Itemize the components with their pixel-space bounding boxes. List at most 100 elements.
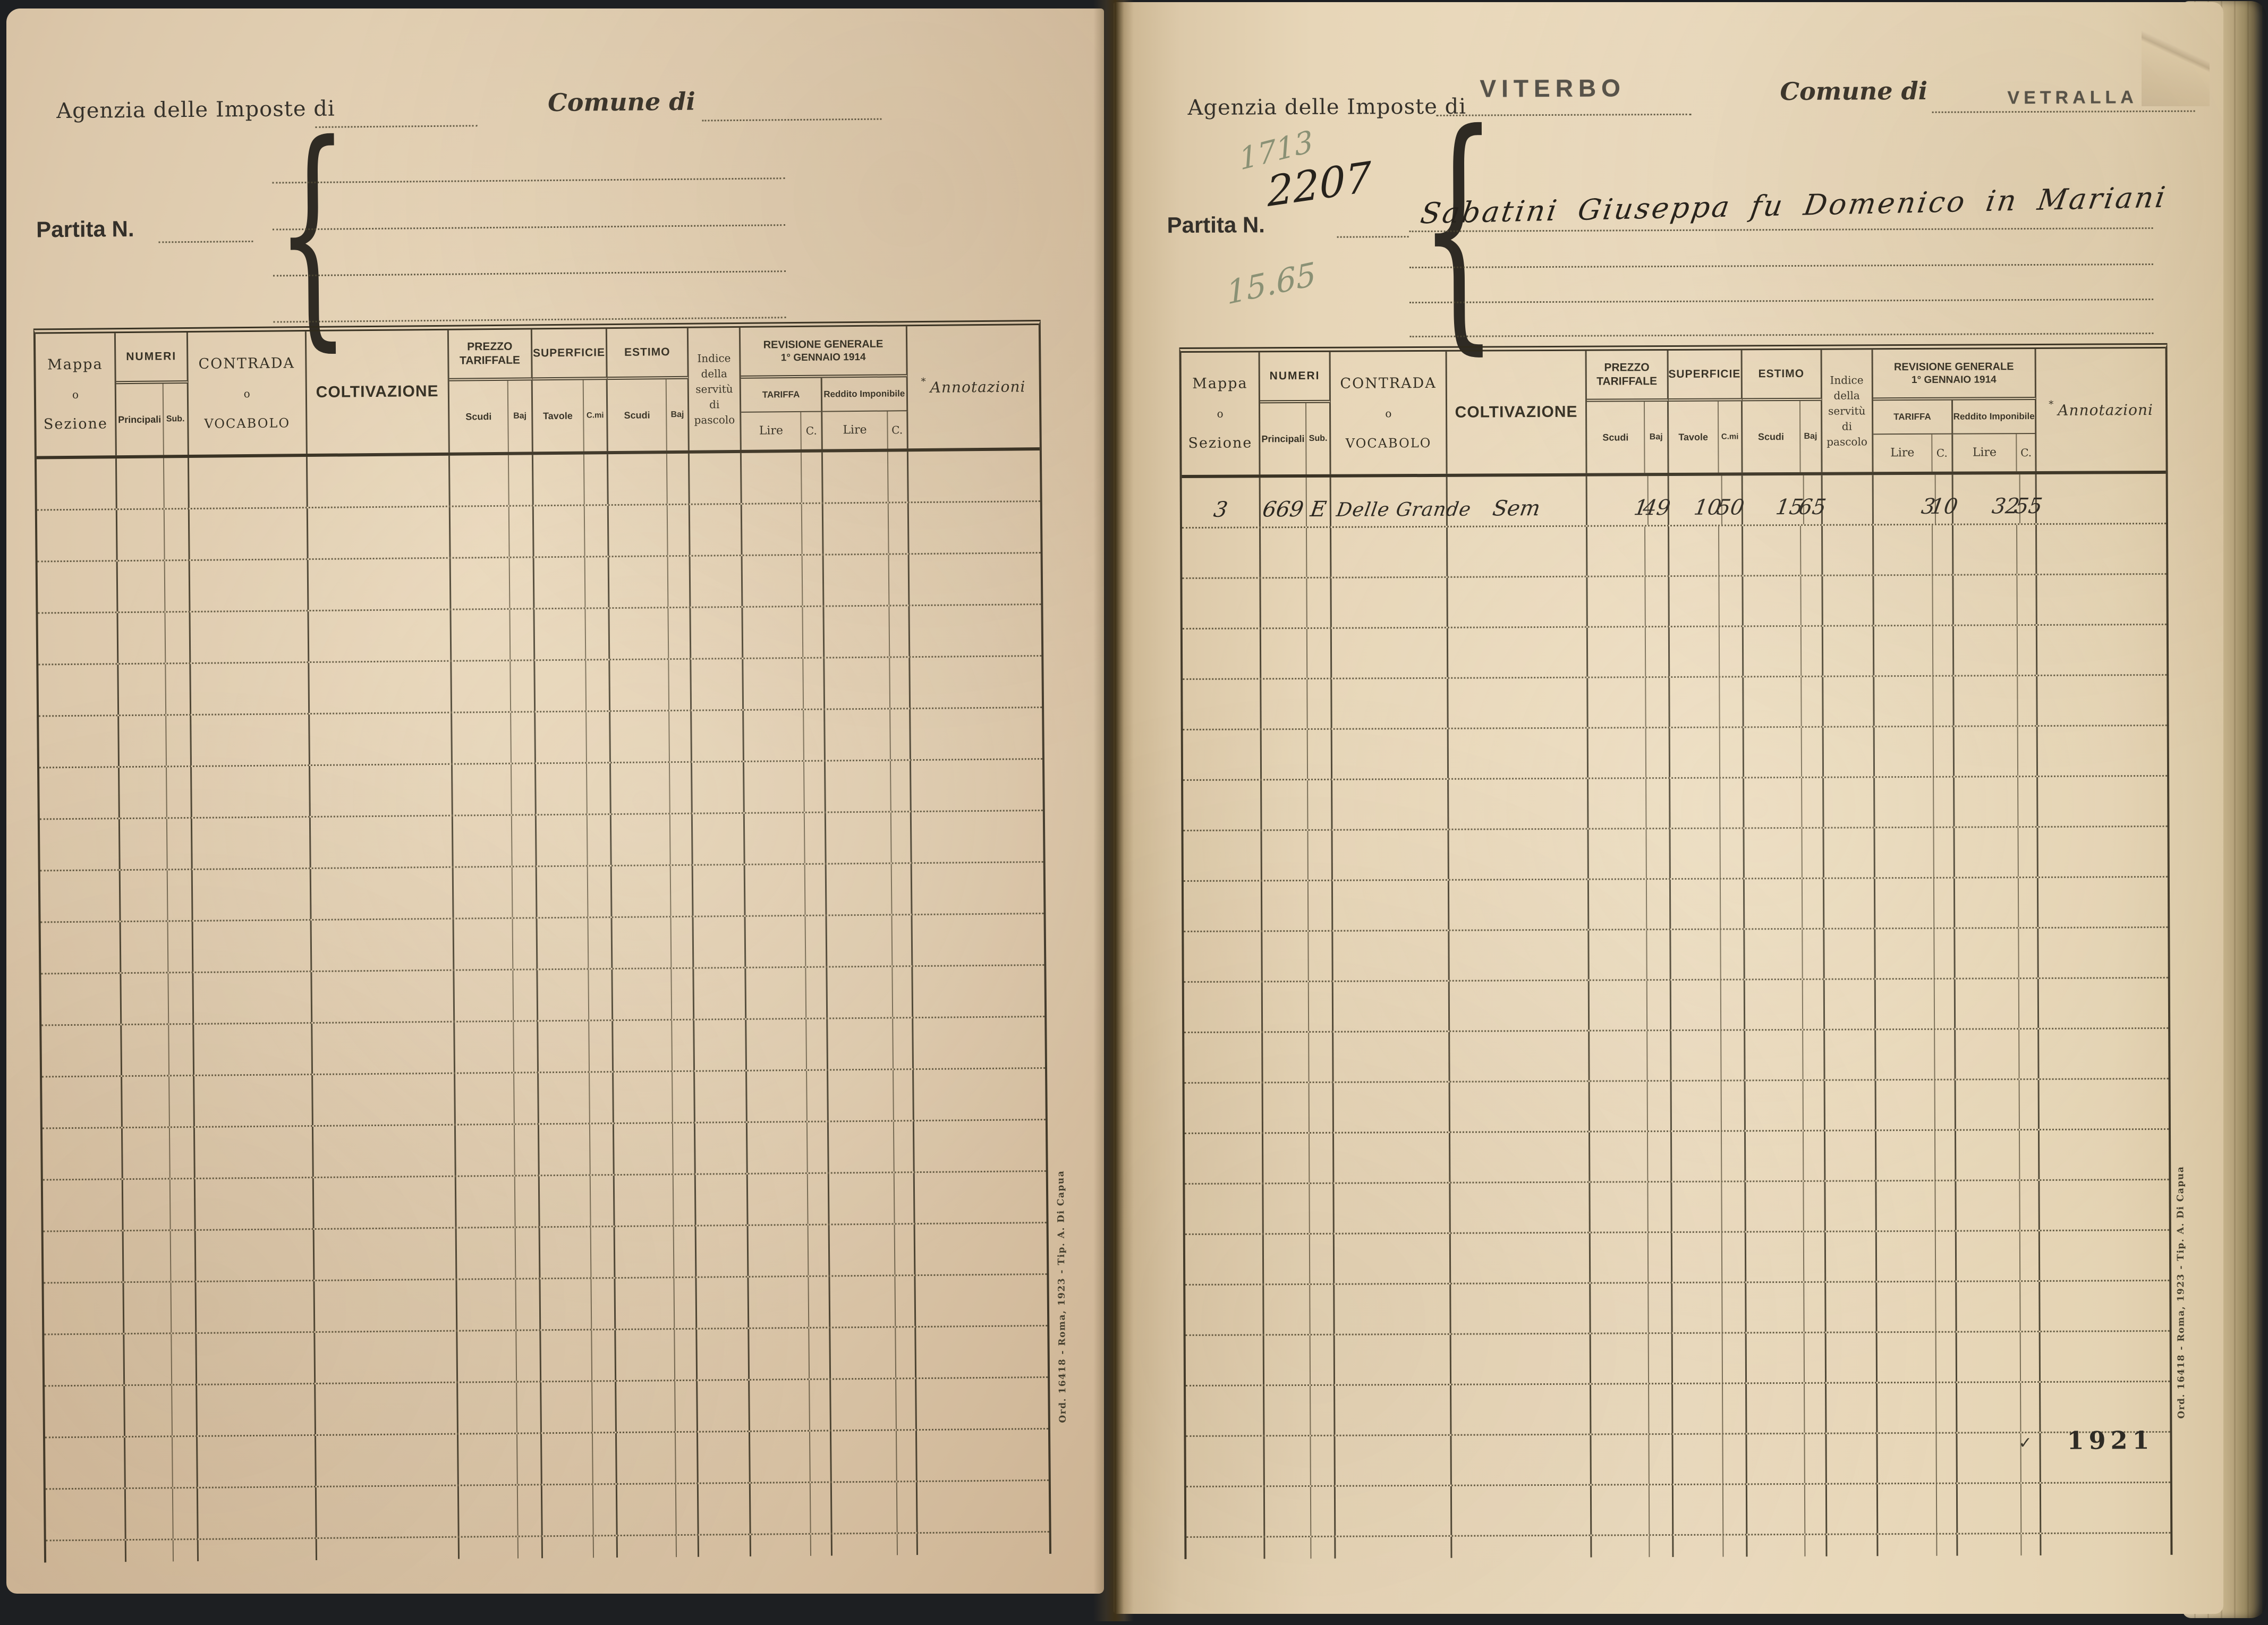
table-cell	[1933, 676, 1955, 726]
table-row	[1183, 675, 2167, 730]
col-header-revisione-generale: REVISIONE GENERALE 1° GENNAIO 1914	[741, 326, 908, 379]
table-cell	[1746, 1282, 1805, 1332]
table-cell	[693, 865, 746, 916]
table-cell	[1936, 1282, 1957, 1331]
table-cell	[511, 712, 536, 763]
table-row	[36, 450, 1040, 511]
table-cell	[915, 1223, 1047, 1274]
table-cell	[1310, 1284, 1336, 1334]
header-label: C.	[805, 424, 817, 437]
table-cell	[1824, 1030, 1876, 1079]
table-cell	[1309, 1083, 1335, 1132]
table-cell: 10	[1929, 474, 1959, 524]
header-label: servitù	[695, 382, 733, 396]
table-cell	[1310, 1335, 1336, 1384]
table-row	[1183, 726, 2168, 781]
col-header-sub: Sub.	[163, 384, 189, 455]
table-cell	[2039, 1029, 2168, 1078]
header-label: Reddito Imponibile	[823, 388, 905, 399]
table-row	[1183, 827, 2168, 882]
table-cell	[828, 1018, 894, 1069]
table-cell	[314, 1228, 457, 1280]
table-cell	[1955, 878, 2019, 928]
table-cell	[1822, 525, 1874, 575]
table-cell	[308, 558, 452, 610]
table-cell	[1673, 1535, 1724, 1557]
table-cell	[513, 918, 538, 969]
table-cell	[1823, 677, 1875, 726]
table-cell	[313, 1125, 456, 1177]
header-label: TARIFFA	[762, 389, 800, 400]
table-cell	[611, 763, 671, 814]
owner-name-handwritten: Sabatini Giuseppa fu Domenico in Mariani	[1418, 180, 2170, 231]
header-label: Sezione	[1188, 435, 1253, 452]
table-cell	[1956, 1080, 2020, 1129]
table-cell	[2038, 726, 2167, 776]
header-label: TARIFFALE	[1596, 375, 1658, 388]
header-label: 1° GENNAIO 1914	[780, 351, 866, 363]
table-cell	[1307, 578, 1332, 627]
table-cell	[1822, 576, 1874, 625]
table-cell	[1646, 677, 1670, 727]
table-cell	[1645, 526, 1670, 576]
table-cell	[2037, 625, 2167, 675]
comune-stamp-value: VETRALLA	[2007, 87, 2138, 108]
table-cell	[170, 1179, 196, 1230]
header-label: Baj	[513, 411, 527, 421]
ledger-table: Mappa o Sezione NUMERI Principali Sub. C…	[33, 320, 1052, 1563]
table-cell	[452, 764, 513, 815]
table-cell	[611, 866, 672, 917]
table-cell	[1826, 1333, 1878, 1382]
table-cell	[810, 1380, 832, 1430]
table-cell	[1671, 1031, 1722, 1080]
table-cell	[750, 1431, 811, 1482]
table-cell	[2038, 878, 2168, 927]
header-label: Lire	[843, 423, 867, 437]
table-cell	[1747, 1535, 1806, 1557]
table-cell	[122, 1128, 171, 1179]
left-page-content: Agenzia delle Imposte di Comune di Parti…	[1, 4, 1112, 1598]
table-cell	[1957, 1484, 2022, 1533]
table-cell	[745, 864, 806, 915]
table-cell	[891, 812, 912, 863]
table-cell	[1804, 1333, 1827, 1382]
table-cell	[311, 919, 455, 971]
header-label: SUPERFICIE	[1668, 368, 1741, 380]
table-cell	[1646, 778, 1671, 828]
col-header-principali: Principali	[116, 384, 164, 456]
table-cell	[750, 1380, 811, 1431]
header-label: o	[243, 387, 250, 401]
table-cell	[2018, 726, 2038, 776]
table-cell	[1824, 929, 1876, 979]
table-cell	[1588, 728, 1647, 778]
handwritten-value: 65	[1797, 495, 1828, 520]
table-cell	[535, 712, 587, 763]
table-cell	[1722, 1333, 1747, 1383]
table-cell	[1591, 1384, 1650, 1434]
ledger-table: Mappa o Sezione NUMERI Principali Sub. C…	[1179, 343, 2173, 1559]
table-cell	[458, 1485, 519, 1536]
table-cell	[191, 714, 310, 765]
col-header-estimo: ESTIMO	[607, 328, 689, 380]
table-cell	[691, 607, 744, 658]
table-cell	[2021, 1534, 2042, 1556]
table-cell	[118, 664, 166, 715]
table-cell	[1448, 678, 1589, 728]
table-row	[43, 1223, 1047, 1284]
table-cell	[2038, 777, 2167, 826]
table-cell	[802, 504, 824, 554]
col-header-tavole: Tavole	[532, 380, 584, 452]
handwritten-value: 49	[1641, 495, 1672, 521]
table-cell	[2038, 676, 2167, 725]
table-cell	[673, 1071, 695, 1122]
table-cell	[119, 716, 167, 767]
table-cell	[1878, 1484, 1938, 1534]
table-cell	[166, 715, 192, 766]
header-label: pascolo	[694, 413, 735, 427]
header-label: di	[709, 397, 720, 411]
table-cell	[805, 916, 828, 966]
table-cell	[1743, 525, 1802, 575]
table-cell	[1875, 828, 1934, 878]
table-cell	[123, 1179, 171, 1230]
table-cell	[1309, 982, 1334, 1031]
